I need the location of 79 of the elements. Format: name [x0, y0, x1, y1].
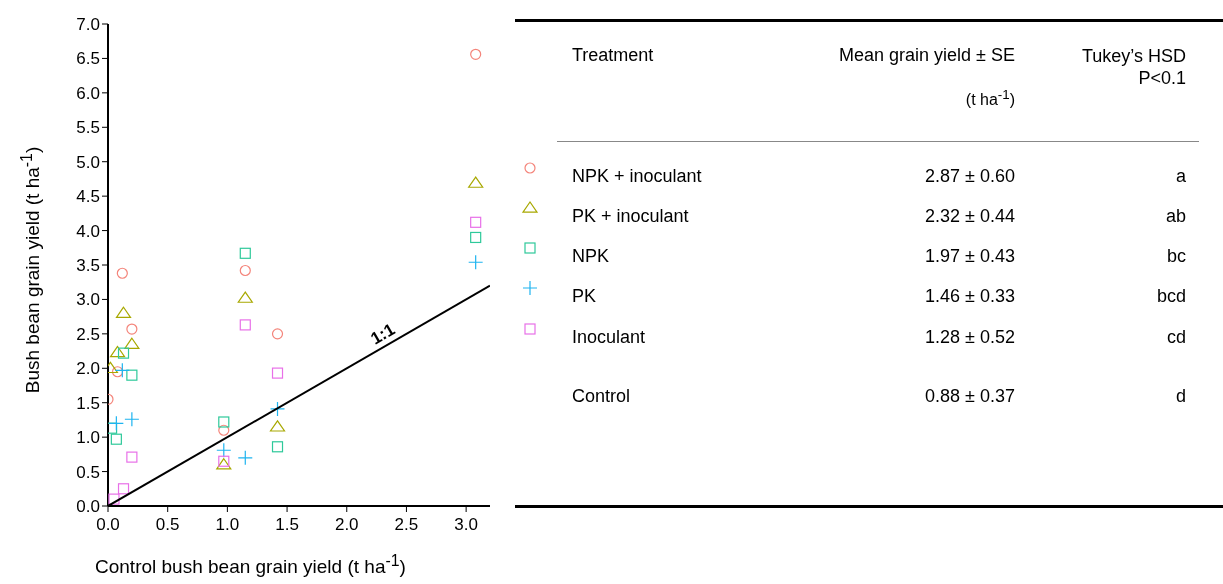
point: [114, 362, 130, 378]
text: Tukey’s HSD P<0.1: [1081, 46, 1186, 88]
legend-label: PK: [572, 286, 597, 306]
point: [115, 306, 132, 318]
y-tick-label: 0.5: [76, 462, 100, 482]
point: [269, 420, 286, 432]
point: [239, 264, 251, 277]
legend-label: NPK: [572, 246, 610, 266]
y-tick-label: 6.5: [76, 49, 100, 69]
point: [470, 216, 482, 228]
point: [239, 247, 251, 259]
x-tick-label: 2.0: [334, 515, 359, 535]
point: [269, 401, 286, 417]
y-tick-label: 3.5: [76, 256, 100, 276]
y-tick-label: 7.0: [76, 15, 100, 35]
y-tick-label: 2.5: [76, 324, 100, 344]
point: [124, 337, 140, 349]
legend-label: NPK + inoculant: [572, 166, 702, 186]
point: [470, 48, 482, 60]
text: Mean grain yield ± SE: [839, 45, 1015, 65]
point: [237, 450, 253, 466]
x-tick-label: 3.0: [454, 515, 478, 535]
point: [124, 411, 140, 427]
y-tick-label: 4.0: [76, 221, 100, 241]
point: [237, 291, 253, 303]
text: 2.32 ± 0.44: [925, 206, 1015, 226]
text: cd: [1166, 327, 1186, 347]
point: [126, 369, 138, 381]
x-tick-label: 0.5: [155, 515, 180, 535]
text: 1.46 ± 0.33: [925, 286, 1015, 306]
point: [271, 328, 284, 340]
x-tick-label: 1.5: [275, 515, 299, 535]
text: 1.28 ± 0.52: [925, 327, 1015, 347]
point: [239, 319, 251, 331]
point: [108, 493, 120, 505]
point: [110, 433, 122, 445]
point: [109, 345, 126, 358]
text: a: [1175, 166, 1186, 186]
legend-label: Inoculant: [572, 327, 646, 347]
point: [271, 367, 284, 379]
point: [117, 483, 130, 495]
text: d: [1175, 386, 1186, 406]
text: bcd: [1156, 286, 1186, 306]
y-tick-label: 0.0: [76, 497, 100, 517]
point: [468, 176, 484, 188]
point: [218, 416, 230, 428]
annotation: 1:1: [367, 319, 399, 349]
point: [271, 441, 284, 453]
x-axis-title: Control bush bean grain yield (t ha$^{-1}$): [95, 552, 406, 578]
y-tick-label: 2.0: [76, 359, 100, 379]
point: [218, 424, 230, 436]
point: [126, 451, 138, 463]
point: [117, 347, 130, 359]
legend-label: PK + inoculant: [572, 206, 689, 226]
point: [108, 415, 124, 431]
y-tick-label: 1.0: [76, 428, 100, 448]
x-tick-label: 0.0: [96, 515, 120, 535]
point: [116, 267, 128, 279]
text: ab: [1165, 206, 1186, 226]
y-tick-label: 4.5: [76, 187, 100, 207]
y-tick-label: 3.0: [76, 290, 100, 310]
y-tick-label: 6.0: [76, 83, 100, 103]
text: bc: [1166, 246, 1186, 266]
x-tick-label: 2.5: [394, 515, 419, 535]
text: 2.87 ± 0.60: [925, 166, 1015, 186]
point: [216, 442, 232, 458]
y-tick-label: 1.5: [76, 393, 100, 413]
y-tick-label: 5.0: [76, 152, 100, 172]
point: [468, 254, 484, 270]
point: [111, 366, 124, 378]
x-tick-label: 1.0: [215, 515, 240, 535]
text: (t ha$^{-1}$): [965, 87, 1015, 109]
text: 1.97 ± 0.43: [925, 246, 1015, 266]
y-tick-label: 5.5: [76, 118, 100, 138]
point: [470, 231, 482, 244]
point: [126, 323, 138, 335]
text: Treatment: [572, 45, 654, 65]
text: 0.88 ± 0.37: [925, 386, 1015, 406]
text: Control: [572, 386, 631, 406]
